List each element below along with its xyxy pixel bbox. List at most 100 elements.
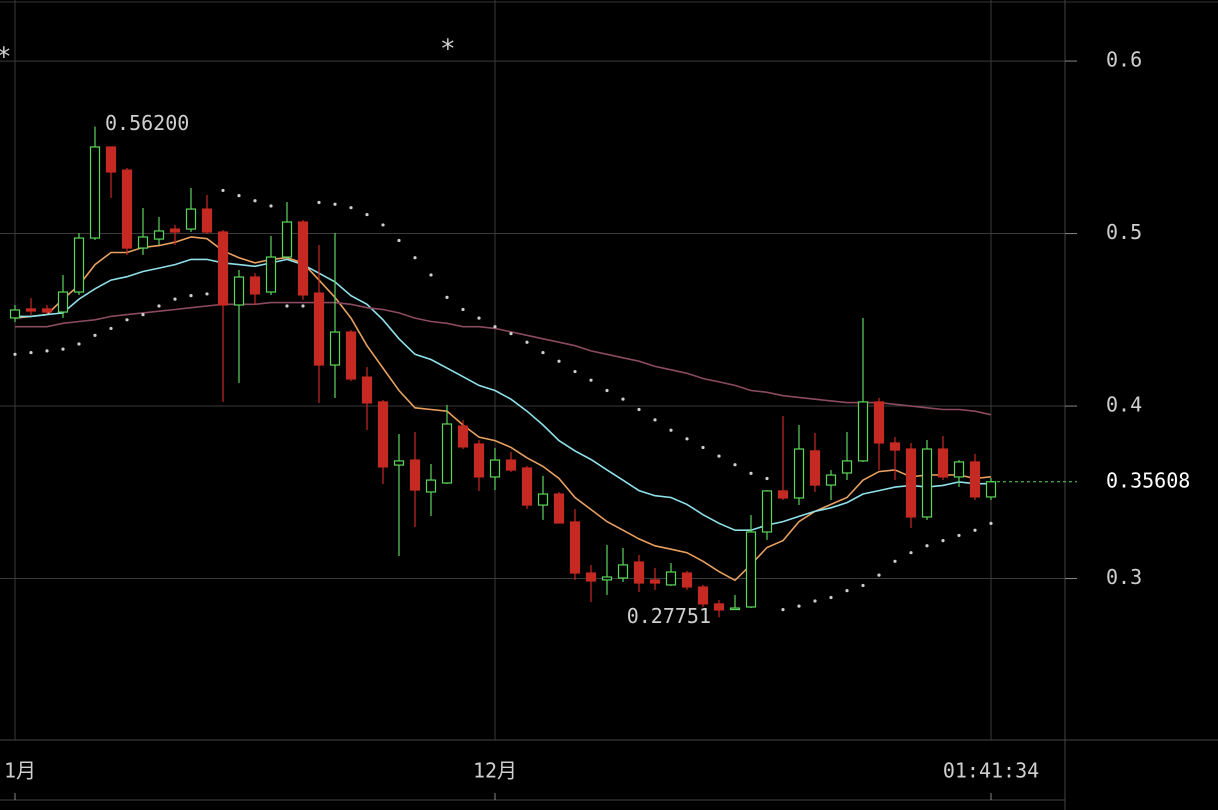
sar-dot xyxy=(301,304,305,308)
sar-dot xyxy=(941,538,945,543)
sar-dot xyxy=(157,304,161,308)
sar-dot xyxy=(61,347,65,351)
candle-body xyxy=(361,376,373,404)
sar-dot xyxy=(237,194,241,198)
sar-dot xyxy=(429,273,433,277)
candle-body xyxy=(505,459,517,471)
candle-body xyxy=(457,425,469,448)
marker: * xyxy=(440,35,456,65)
candle-body xyxy=(729,607,741,611)
candle-body xyxy=(297,221,309,296)
sar-dot xyxy=(749,471,753,475)
candle-body xyxy=(537,493,549,506)
sar-dot xyxy=(173,297,177,301)
candle-body xyxy=(937,448,949,478)
sar-dot xyxy=(989,521,993,525)
sar-dot xyxy=(141,313,145,317)
candle-body xyxy=(793,448,805,499)
candle-body xyxy=(585,572,597,582)
sar-dot xyxy=(333,202,337,206)
candle-body xyxy=(889,442,901,451)
candle-body xyxy=(377,401,389,468)
sar-dot xyxy=(781,607,785,612)
sar-dot xyxy=(813,599,817,603)
candle-body xyxy=(105,146,117,173)
sar-dot xyxy=(973,528,977,532)
candle-body xyxy=(57,291,69,313)
sar-dot xyxy=(365,212,369,217)
candle-body xyxy=(553,493,565,524)
sar-dot xyxy=(445,295,449,299)
candle-body xyxy=(953,461,965,478)
x-tick-label: 1月 xyxy=(4,759,36,783)
sar-dot xyxy=(397,238,401,243)
candle-body xyxy=(985,481,997,498)
sar-dot xyxy=(525,340,529,344)
sar-dot xyxy=(493,325,497,329)
candle-body xyxy=(649,579,661,584)
low-label: 0.27751 xyxy=(627,604,711,628)
sar-dot xyxy=(29,350,33,355)
moving-average-line xyxy=(14,236,992,582)
candle-body xyxy=(777,490,789,499)
y-tick-label: 0.3 xyxy=(1106,565,1142,589)
y-tick-label: 0.5 xyxy=(1106,220,1142,244)
candle-body xyxy=(73,237,85,293)
candle-body xyxy=(921,448,933,518)
sar-dot xyxy=(925,544,929,548)
sar-dot xyxy=(653,418,657,422)
sar-dot xyxy=(477,316,481,320)
candle-body xyxy=(249,276,261,295)
candle-body xyxy=(281,221,293,258)
candle-body xyxy=(713,603,725,611)
candle-body xyxy=(441,423,453,484)
sar-dot xyxy=(205,292,209,296)
candle-body xyxy=(665,571,677,586)
sar-dot xyxy=(45,349,49,353)
sar-dot xyxy=(253,199,257,203)
candle-body xyxy=(185,208,197,230)
candle-body xyxy=(473,443,485,478)
candle-body xyxy=(89,146,101,239)
sar-dot xyxy=(381,223,385,227)
candle-body xyxy=(121,169,133,249)
candle-body xyxy=(633,561,645,584)
candle-body xyxy=(601,576,613,581)
sar-dot xyxy=(605,388,609,393)
sar-dot xyxy=(893,559,897,563)
sar-dot xyxy=(685,437,689,441)
candle-body xyxy=(761,490,773,533)
candle-body xyxy=(393,460,405,466)
sar-dot xyxy=(413,256,417,260)
candle-body xyxy=(201,208,213,233)
candle-body xyxy=(329,331,341,366)
candle-body xyxy=(857,401,869,462)
candle-body xyxy=(41,308,53,313)
candle-body xyxy=(825,474,837,486)
candle-body xyxy=(521,467,533,506)
moving-average-line xyxy=(15,258,991,531)
candle-body xyxy=(233,276,245,306)
x-tick-label: 01:41:34 xyxy=(943,759,1039,783)
sar-dot xyxy=(717,454,721,458)
sar-dot xyxy=(557,359,561,363)
sar-dot xyxy=(589,378,593,382)
sar-dot xyxy=(541,350,545,355)
sar-dot xyxy=(957,533,961,538)
sar-dot xyxy=(269,204,273,208)
candle-body xyxy=(409,459,421,491)
sar-dot xyxy=(733,463,737,467)
sar-dot xyxy=(877,573,881,577)
sar-dot xyxy=(461,307,465,312)
sar-dot xyxy=(573,369,577,374)
sar-dot xyxy=(349,206,353,210)
sar-dot xyxy=(285,304,289,308)
candle-body xyxy=(345,331,357,380)
sar-dot xyxy=(845,589,849,593)
candle-body xyxy=(569,521,581,574)
candle-body xyxy=(313,292,325,366)
candle-body xyxy=(489,459,501,478)
